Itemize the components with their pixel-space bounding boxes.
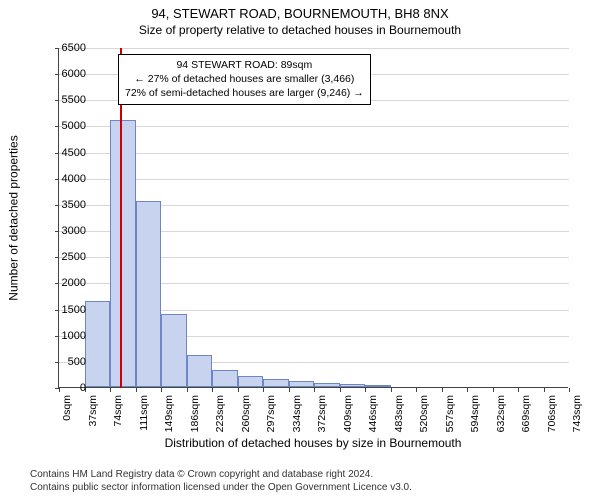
footer-line-2: Contains public sector information licen… (30, 481, 412, 494)
y-tick-label: 5500 (46, 94, 86, 106)
histogram-bar (136, 201, 162, 387)
histogram-bar (212, 370, 238, 387)
x-tick-mark (212, 388, 213, 392)
x-tick-label: 223sqm (214, 395, 226, 435)
histogram-bar (314, 383, 340, 387)
x-tick-mark (136, 388, 137, 392)
y-axis-label: Number of detached properties (7, 135, 21, 300)
annotation-line-2: ← 27% of detached houses are smaller (3,… (125, 72, 364, 86)
histogram-bar (238, 376, 264, 387)
y-tick-label: 3500 (46, 199, 86, 211)
annotation-box: 94 STEWART ROAD: 89sqm ← 27% of detached… (118, 54, 371, 105)
y-tick-label: 4500 (46, 147, 86, 159)
histogram-bar (340, 384, 366, 387)
x-tick-mark (493, 388, 494, 392)
y-tick-label: 6000 (46, 68, 86, 80)
x-tick-label: 111sqm (138, 395, 150, 435)
y-axis-label-container: Number of detached properties (6, 48, 22, 388)
histogram-bar (263, 379, 289, 387)
x-tick-mark (544, 388, 545, 392)
x-tick-label: 409sqm (342, 395, 354, 435)
y-tick-label: 2500 (46, 251, 86, 263)
y-tick-label: 500 (46, 356, 86, 368)
x-tick-mark (289, 388, 290, 392)
y-tick-label: 1000 (46, 330, 86, 342)
x-tick-label: 297sqm (265, 395, 277, 435)
gridline (59, 179, 569, 180)
footer-line-1: Contains HM Land Registry data © Crown c… (30, 468, 412, 481)
y-tick-label: 2000 (46, 277, 86, 289)
x-tick-mark (416, 388, 417, 392)
y-tick-label: 5000 (46, 120, 86, 132)
x-tick-mark (518, 388, 519, 392)
y-tick-label: 4000 (46, 173, 86, 185)
chart-subtitle: Size of property relative to detached ho… (0, 23, 600, 39)
x-tick-mark (391, 388, 392, 392)
x-axis-label: Distribution of detached houses by size … (58, 436, 568, 450)
x-tick-mark (569, 388, 570, 392)
x-tick-label: 557sqm (444, 395, 456, 435)
x-tick-label: 669sqm (520, 395, 532, 435)
x-tick-mark (110, 388, 111, 392)
x-tick-mark (340, 388, 341, 392)
y-tick-label: 1500 (46, 304, 86, 316)
x-tick-label: 743sqm (571, 395, 583, 435)
chart-plot-area: 0sqm37sqm74sqm111sqm149sqm186sqm223sqm26… (58, 48, 568, 388)
x-tick-label: 260sqm (240, 395, 252, 435)
y-tick-label: 6500 (46, 42, 86, 54)
x-tick-label: 594sqm (469, 395, 481, 435)
y-tick-label: 0 (46, 382, 86, 394)
x-tick-label: 632sqm (495, 395, 507, 435)
x-tick-mark (161, 388, 162, 392)
x-tick-label: 706sqm (546, 395, 558, 435)
x-tick-label: 520sqm (418, 395, 430, 435)
histogram-bar (161, 314, 187, 387)
x-tick-mark (442, 388, 443, 392)
x-tick-label: 74sqm (112, 395, 124, 435)
gridline (59, 153, 569, 154)
x-tick-mark (365, 388, 366, 392)
x-tick-label: 446sqm (367, 395, 379, 435)
x-tick-label: 186sqm (189, 395, 201, 435)
gridline (59, 126, 569, 127)
chart-title: 94, STEWART ROAD, BOURNEMOUTH, BH8 8NX (0, 0, 600, 23)
histogram-bar (187, 355, 213, 387)
histogram-bar (365, 385, 391, 387)
histogram-bar (110, 120, 136, 387)
annotation-line-3: 72% of semi-detached houses are larger (… (125, 86, 364, 100)
x-tick-label: 149sqm (163, 395, 175, 435)
x-tick-label: 37sqm (87, 395, 99, 435)
histogram-bar (85, 301, 111, 387)
x-tick-mark (263, 388, 264, 392)
x-tick-mark (467, 388, 468, 392)
x-tick-mark (187, 388, 188, 392)
gridline (59, 48, 569, 49)
x-tick-label: 0sqm (61, 395, 73, 435)
y-tick-label: 3000 (46, 225, 86, 237)
footer-attribution: Contains HM Land Registry data © Crown c… (30, 468, 412, 494)
x-tick-label: 483sqm (393, 395, 405, 435)
x-tick-mark (238, 388, 239, 392)
x-tick-label: 334sqm (291, 395, 303, 435)
histogram-bar (289, 381, 315, 387)
x-tick-label: 372sqm (316, 395, 328, 435)
chart-container: 94, STEWART ROAD, BOURNEMOUTH, BH8 8NX S… (0, 0, 600, 500)
x-tick-mark (314, 388, 315, 392)
annotation-line-1: 94 STEWART ROAD: 89sqm (125, 58, 364, 72)
